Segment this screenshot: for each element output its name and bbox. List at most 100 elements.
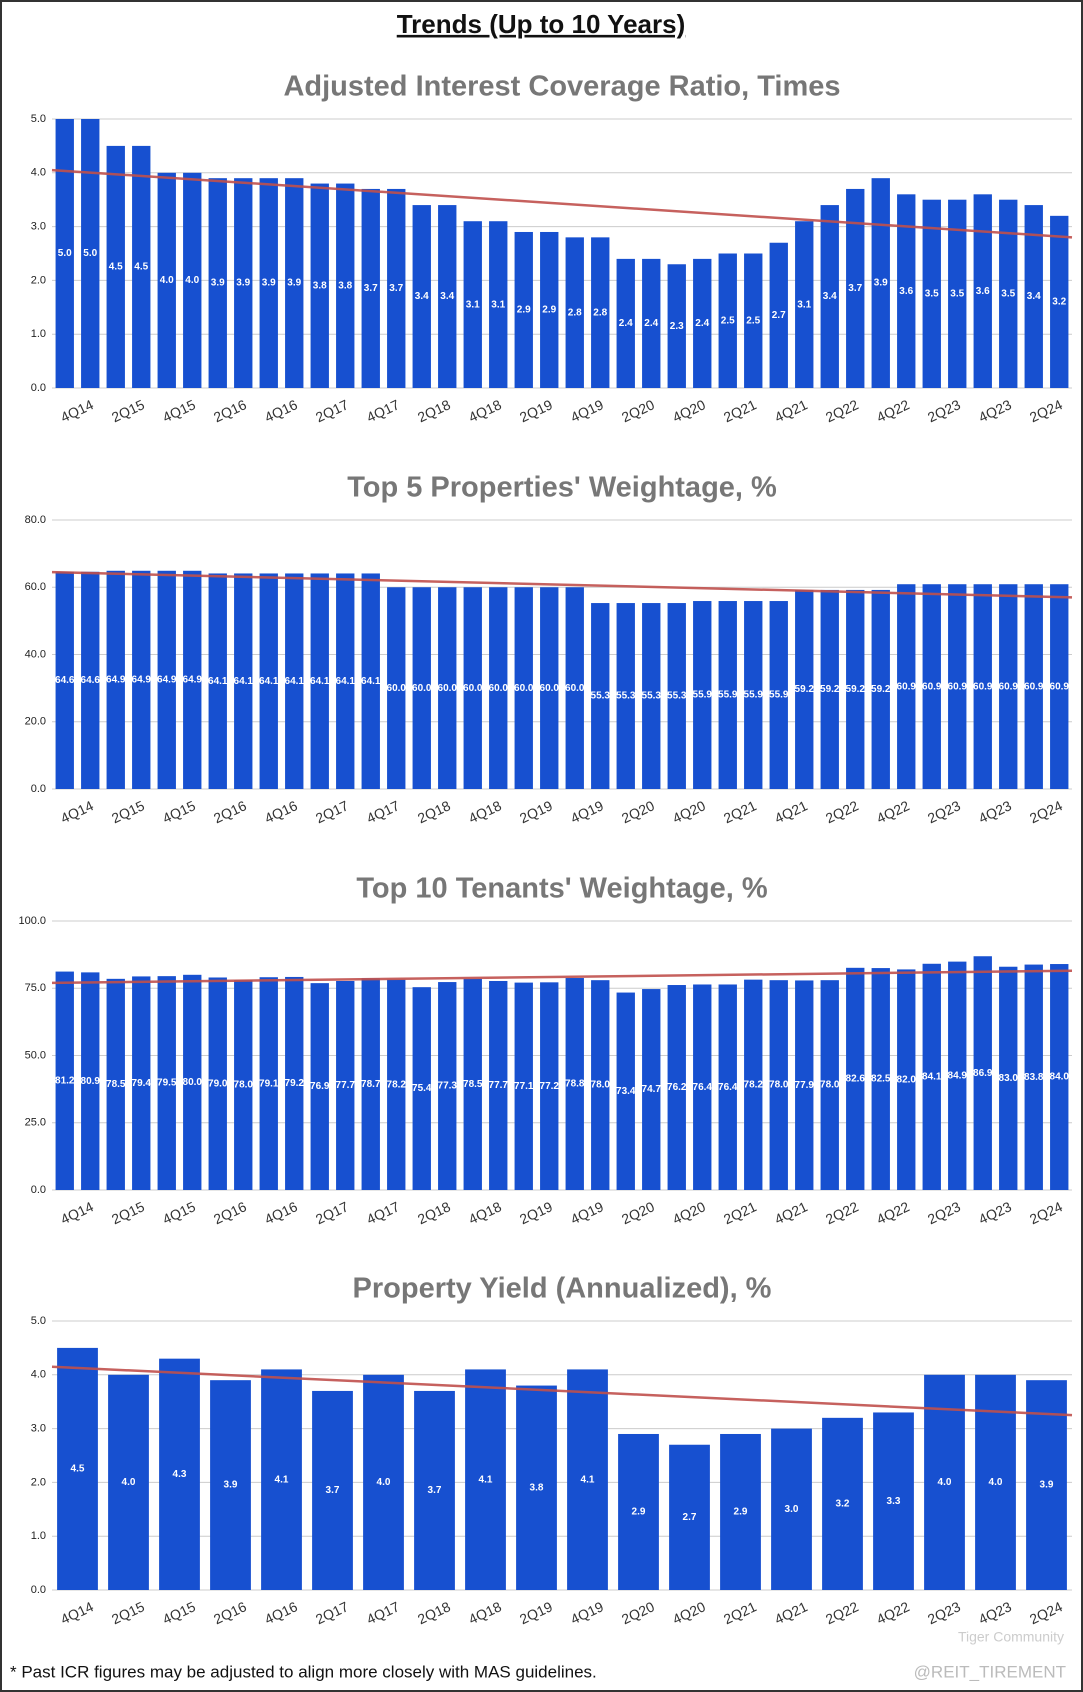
bar — [387, 979, 406, 1190]
value-label: 4.0 — [185, 275, 199, 286]
x-tick-label: 2Q18 — [415, 797, 453, 826]
value-label: 64.6 — [55, 675, 75, 686]
bar — [489, 221, 508, 388]
bar — [693, 601, 712, 789]
y-tick-label: 40.0 — [25, 648, 46, 660]
x-tick-label: 4Q23 — [976, 1598, 1014, 1627]
value-label: 79.5 — [157, 1078, 177, 1089]
value-label: 4.1 — [479, 1474, 493, 1485]
y-tick-label: 0.0 — [31, 382, 46, 394]
x-tick-label: 4Q17 — [364, 797, 402, 826]
bar — [55, 119, 74, 388]
bar — [387, 188, 406, 388]
x-tick-label: 2Q20 — [619, 396, 657, 425]
x-tick-label: 4Q20 — [670, 396, 708, 425]
bar — [1050, 964, 1069, 1190]
x-tick-label: 4Q18 — [466, 797, 504, 826]
bar — [948, 961, 967, 1190]
value-label: 78.0 — [820, 1080, 840, 1091]
bar — [336, 573, 355, 789]
value-label: 4.5 — [109, 262, 123, 273]
x-tick-label: 4Q20 — [670, 797, 708, 826]
x-tick-label: 2Q19 — [517, 396, 555, 425]
value-label: 3.9 — [287, 278, 301, 289]
x-tick-label: 2Q24 — [1027, 396, 1065, 425]
value-label: 76.4 — [718, 1082, 738, 1093]
x-tick-label: 2Q23 — [925, 797, 963, 826]
trend-line — [51, 168, 1073, 239]
bar — [285, 573, 304, 789]
bar — [210, 1380, 251, 1590]
value-label: 3.4 — [1027, 291, 1041, 302]
x-tick-label: 4Q15 — [160, 797, 198, 826]
value-label: 2.9 — [734, 1507, 748, 1518]
value-label: 77.7 — [336, 1080, 356, 1091]
value-label: 60.9 — [1050, 681, 1070, 692]
bar — [618, 1433, 659, 1590]
bar — [361, 573, 380, 789]
value-label: 81.2 — [55, 1075, 75, 1086]
x-tick-label: 4Q21 — [772, 1598, 810, 1627]
value-label: 79.0 — [208, 1078, 228, 1089]
x-tick-label: 2Q24 — [1027, 1198, 1065, 1227]
x-tick-label: 2Q22 — [823, 1598, 861, 1627]
x-tick-label: 4Q18 — [466, 396, 504, 425]
value-label: 55.9 — [744, 690, 764, 701]
bar — [540, 982, 559, 1190]
value-label: 4.0 — [938, 1477, 952, 1488]
x-tick-label: 4Q19 — [568, 1598, 606, 1627]
value-label: 3.9 — [262, 278, 276, 289]
x-tick-label: 4Q16 — [262, 797, 300, 826]
y-tick-label: 4.0 — [31, 167, 46, 179]
x-tick-label: 4Q22 — [874, 396, 912, 425]
bar — [871, 968, 890, 1190]
x-tick-label: 2Q23 — [925, 396, 963, 425]
x-tick-label: 2Q20 — [619, 1198, 657, 1227]
value-label: 2.8 — [568, 307, 582, 318]
bar — [1024, 584, 1043, 789]
bar — [516, 1385, 557, 1590]
value-label: 83.0 — [999, 1073, 1019, 1084]
x-tick-label: 4Q23 — [976, 797, 1014, 826]
value-label: 64.1 — [285, 676, 305, 687]
bar — [667, 603, 686, 789]
bar — [463, 587, 482, 789]
y-tick-label: 2.0 — [31, 274, 46, 286]
value-label: 64.9 — [183, 675, 203, 686]
value-label: 59.2 — [871, 684, 891, 695]
chart-title: Top 5 Properties' Weightage, % — [347, 472, 777, 504]
value-label: 3.8 — [313, 280, 327, 291]
x-tick-label: 4Q19 — [568, 797, 606, 826]
value-label: 64.1 — [234, 676, 254, 687]
value-label: 4.1 — [275, 1474, 289, 1485]
bar — [744, 601, 763, 789]
chart-title: Adjusted Interest Coverage Ratio, Times — [283, 71, 840, 103]
bar — [438, 587, 457, 789]
value-label: 59.2 — [820, 684, 840, 695]
value-label: 3.3 — [887, 1496, 901, 1507]
x-tick-label: 2Q24 — [1027, 797, 1065, 826]
bar — [259, 977, 278, 1190]
bar — [438, 982, 457, 1190]
value-label: 3.1 — [797, 299, 811, 310]
bar — [922, 963, 941, 1190]
y-tick-label: 5.0 — [31, 1315, 46, 1327]
value-label: 4.5 — [134, 262, 148, 273]
value-label: 78.8 — [565, 1079, 585, 1090]
value-label: 77.1 — [514, 1081, 534, 1092]
value-label: 64.9 — [157, 675, 177, 686]
bar — [565, 237, 584, 388]
value-label: 64.9 — [132, 675, 152, 686]
bar — [720, 1433, 761, 1590]
bar — [259, 178, 278, 388]
bar — [616, 992, 635, 1190]
bar — [820, 589, 839, 789]
bar — [820, 205, 839, 388]
bar — [769, 980, 788, 1190]
bar — [820, 980, 839, 1190]
bar — [412, 205, 431, 388]
value-label: 55.3 — [616, 691, 636, 702]
bar — [234, 980, 253, 1190]
value-label: 78.2 — [744, 1079, 764, 1090]
